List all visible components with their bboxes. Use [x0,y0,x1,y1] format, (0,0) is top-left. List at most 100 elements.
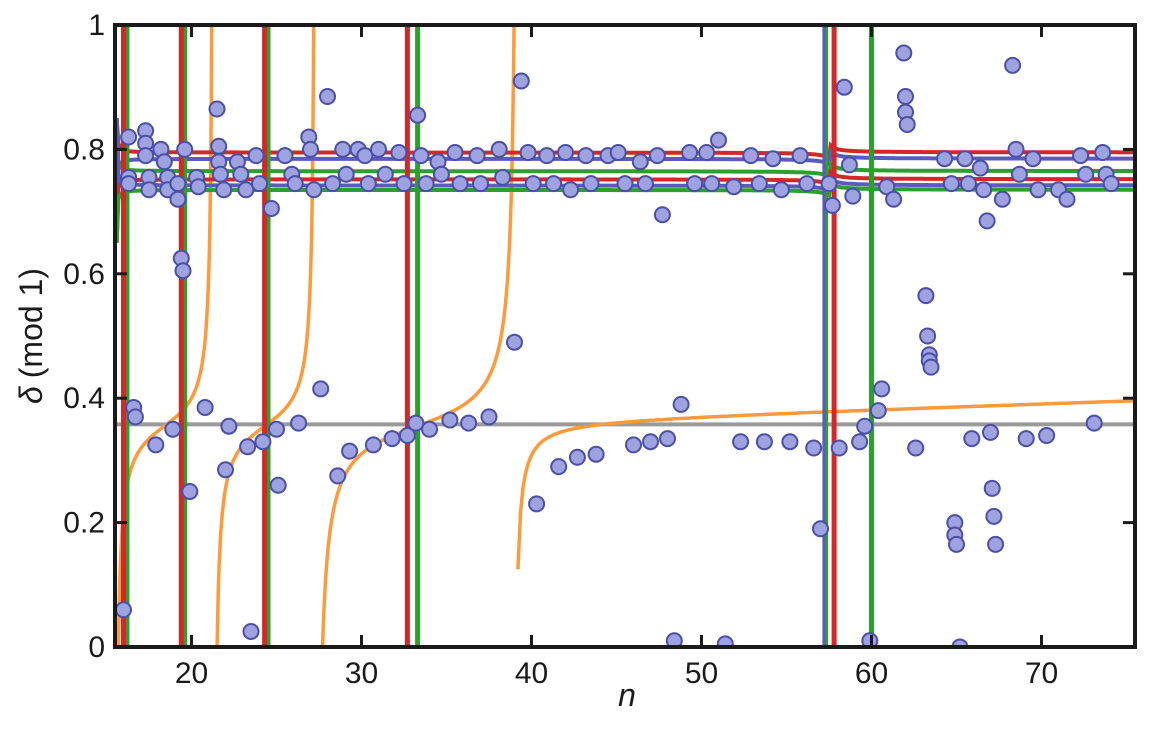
data-point [1085,414,1103,432]
x-tick-label: 40 [515,657,548,690]
data-point [1029,181,1047,199]
data-point [329,467,347,485]
data-point [812,520,829,538]
data-point [791,147,809,165]
data-point [376,165,394,183]
data-point [550,458,568,476]
orange-curve-branch-1 [116,25,214,647]
data-point [538,147,556,165]
data-point [686,175,704,193]
data-point [120,175,138,193]
x-tick-label: 60 [855,657,888,690]
data-point [217,461,234,479]
y-tick-label: 0 [88,631,105,664]
data-point [956,150,974,168]
data-point [840,156,858,174]
data-point [698,144,716,161]
x-tick-label: 30 [345,657,378,690]
data-point [963,430,981,448]
data-point [208,100,226,118]
data-point [545,175,563,193]
data-point [568,448,586,466]
data-point [942,175,960,193]
data-point [562,181,580,199]
data-point [359,175,377,193]
data-point [636,175,654,193]
data-point [364,436,382,454]
data-point [276,147,294,165]
data-point [631,153,649,171]
data-point [1024,150,1042,168]
data-point [472,175,489,193]
data-point [232,165,250,183]
data-point [642,433,659,451]
y-tick-label: 0.6 [63,258,105,291]
data-point [897,88,914,105]
data-point [885,190,903,208]
data-point [898,116,916,133]
y-tick-label: 1 [88,9,105,42]
data-point [312,380,330,398]
data-point [672,395,690,413]
data-point [1077,165,1095,183]
data-point [262,200,280,217]
data-point [742,147,760,165]
data-point [383,430,401,448]
data-point [490,140,508,158]
data-point [237,181,255,199]
x-tick-label: 20 [175,657,208,690]
data-point [993,190,1011,208]
data-point [936,150,954,168]
data-point [919,327,937,345]
data-point [174,262,192,280]
data-point [254,433,272,451]
data-point [983,479,1001,497]
data-point [210,137,228,155]
data-point [1058,190,1076,208]
data-point [681,144,699,161]
y-axis-suffix: (mod 1) [13,268,49,378]
y-axis-title: δ (mod 1) [13,268,49,404]
data-point [421,420,438,438]
data-point [971,159,989,177]
y-tick-label: 0.4 [63,382,105,415]
data-point [1017,430,1035,448]
y-tick-label: 0.8 [63,133,105,166]
data-point [305,181,323,199]
data-point [528,495,546,513]
data-point [412,147,430,165]
data-point [750,175,768,193]
data-point [115,601,132,619]
data-point [189,178,207,196]
data-point [407,414,425,432]
data-point [665,632,683,647]
data-point [1102,175,1120,193]
data-point [653,206,671,224]
data-point [557,144,574,161]
data-point [659,430,676,448]
data-point [524,175,542,193]
data-point [587,445,605,463]
data-point [982,423,999,441]
data-point [1010,165,1028,183]
data-point [334,140,352,158]
data-point [978,212,996,230]
data-point [247,147,265,165]
data-point [341,442,359,460]
data-point [409,106,427,124]
x-tick-label: 50 [685,657,718,690]
data-point [805,439,823,457]
data-point [609,144,627,161]
data-point [176,140,194,158]
data-point [147,436,165,454]
data-point [356,147,374,165]
data-point [948,535,965,553]
data-point [169,190,187,208]
data-point [861,632,879,647]
data-point [126,408,144,426]
data-point [460,414,478,432]
data-point [432,165,450,183]
data-point [835,78,853,96]
data-point [781,433,799,451]
